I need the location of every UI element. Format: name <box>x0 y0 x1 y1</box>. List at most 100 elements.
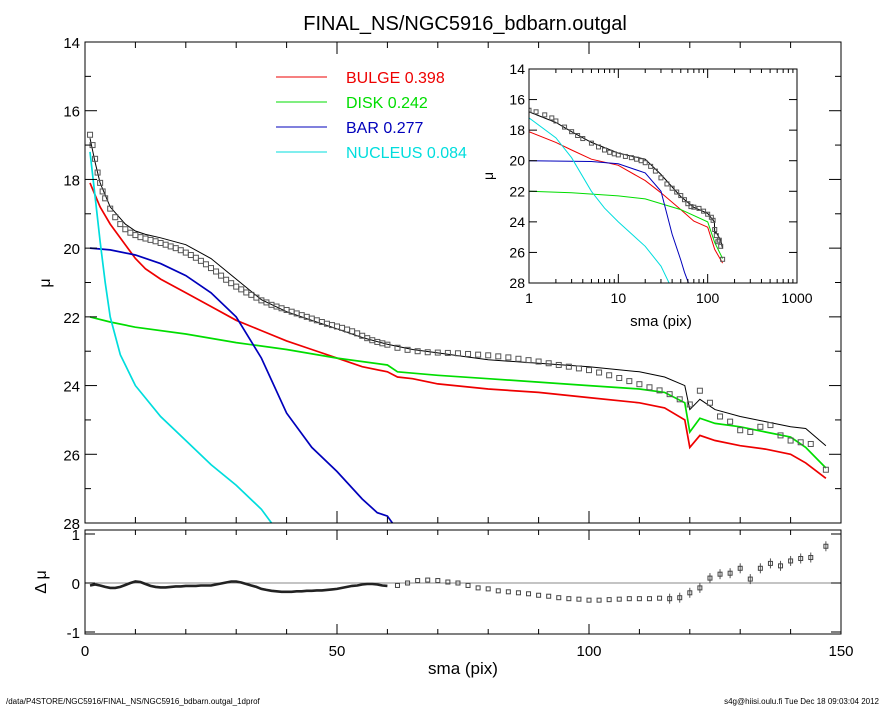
residual-point <box>788 558 794 564</box>
inset-observed-point <box>674 189 680 195</box>
inset-series-line <box>529 160 689 283</box>
y-tick-label: 28 <box>63 516 80 533</box>
residual-point <box>394 582 400 588</box>
footer-file-path: /data/P4STORE/NGC5916/FINAL_NS/NGC5916_b… <box>6 697 261 706</box>
observed-point <box>616 375 623 382</box>
x-tick-label: 150 <box>828 643 853 660</box>
observed-point <box>223 276 230 283</box>
residual-point <box>808 555 814 561</box>
observed-point <box>243 289 250 296</box>
observed-point <box>117 221 124 228</box>
observed-point <box>182 249 189 256</box>
observed-point <box>636 381 643 388</box>
observed-point <box>535 358 542 365</box>
observed-point <box>208 265 214 272</box>
inset-observed-point <box>615 152 621 158</box>
inset-series-line <box>529 111 724 249</box>
x-tick-label: 50 <box>329 643 346 660</box>
inset-observed-point <box>710 217 716 223</box>
residual-dense-curve <box>89 580 388 594</box>
observed-point <box>152 238 159 245</box>
inset-observed-point <box>569 129 575 135</box>
inset-observed-point <box>580 136 586 142</box>
residual-y-axis-label: Δ μ <box>33 570 50 593</box>
series-line-nucleus <box>89 151 273 523</box>
main-y-axis-label: μ <box>37 278 54 287</box>
observed-point <box>656 387 663 394</box>
inset-observed-point <box>622 153 628 159</box>
observed-point <box>197 257 204 264</box>
observed-point <box>807 440 814 447</box>
residual-point <box>707 575 713 581</box>
residual-point <box>717 571 723 577</box>
observed-point <box>97 179 104 186</box>
inset-y-tick-label: 14 <box>509 61 525 77</box>
legend-label-disk: DISK 0.242 <box>346 95 428 112</box>
observed-point <box>167 243 174 250</box>
residual-point <box>616 596 622 602</box>
inset-y-tick-label: 16 <box>509 92 525 108</box>
observed-point <box>213 268 220 275</box>
y-tick-label: 18 <box>63 172 80 189</box>
inset-axes: 14 16 18 20 22 24 26 281 10 100 1000 <box>509 61 812 306</box>
observed-point <box>434 349 441 356</box>
residual-point <box>576 596 582 602</box>
inset-x-axis-label: sma (pix) <box>630 313 692 330</box>
residual-point <box>586 597 592 603</box>
observed-point <box>87 131 94 138</box>
y-tick-label: 20 <box>63 241 80 258</box>
inset-observed-point <box>562 124 568 130</box>
residual-point <box>495 588 501 594</box>
inset-y-tick-label: 18 <box>509 122 525 138</box>
observed-point <box>822 466 829 473</box>
observed-point <box>238 286 245 293</box>
residual-point <box>757 565 763 571</box>
residual-y-tick-label: -1 <box>67 625 80 642</box>
residual-y-tick-label: 1 <box>72 527 80 544</box>
residual-point <box>455 580 461 586</box>
residual-point <box>636 596 642 602</box>
inset-x-tick-label: 100 <box>696 290 720 306</box>
inset-observed-point <box>648 163 654 169</box>
y-tick-label: 14 <box>63 35 80 52</box>
inset-y-tick-label: 28 <box>509 275 525 291</box>
y-tick-label: 24 <box>63 379 80 396</box>
inset-observed-point <box>664 181 670 187</box>
observed-point <box>706 399 713 406</box>
observed-point <box>102 195 109 202</box>
inset-observed-point <box>713 233 719 239</box>
observed-point <box>485 352 492 359</box>
residual-point <box>425 577 431 583</box>
observed-point <box>404 346 411 353</box>
observed-point <box>94 169 101 176</box>
residual-point <box>566 596 572 602</box>
observed-point <box>525 357 532 364</box>
residual-point <box>415 578 421 584</box>
x-tick-label: 100 <box>576 643 601 660</box>
inset-observed-point <box>542 112 548 118</box>
observed-point <box>394 344 401 351</box>
observed-point <box>555 361 562 368</box>
observed-point <box>777 432 784 439</box>
residual-point <box>515 590 521 596</box>
main-y-axis: 14 16 18 20 22 24 26 28 <box>63 35 841 533</box>
residual-point <box>626 596 632 602</box>
observed-point <box>424 349 431 356</box>
series-line-bulge <box>89 182 827 479</box>
observed-point <box>218 272 225 279</box>
inset-plot-area <box>529 107 726 283</box>
inset-y-tick-label: 20 <box>509 153 525 169</box>
residual-point <box>737 565 743 571</box>
residual-point <box>778 563 784 569</box>
inset-x-tick-label: 1 <box>525 290 533 306</box>
observed-point <box>177 247 184 254</box>
observed-point <box>444 349 451 356</box>
observed-point <box>99 188 106 195</box>
inset-x-tick-label: 1000 <box>781 290 812 306</box>
observed-point <box>575 365 582 372</box>
observed-point <box>676 396 683 403</box>
residual-point <box>445 579 451 585</box>
observed-point <box>727 418 734 425</box>
observed-point <box>515 355 522 362</box>
inset-series-line <box>529 190 724 259</box>
